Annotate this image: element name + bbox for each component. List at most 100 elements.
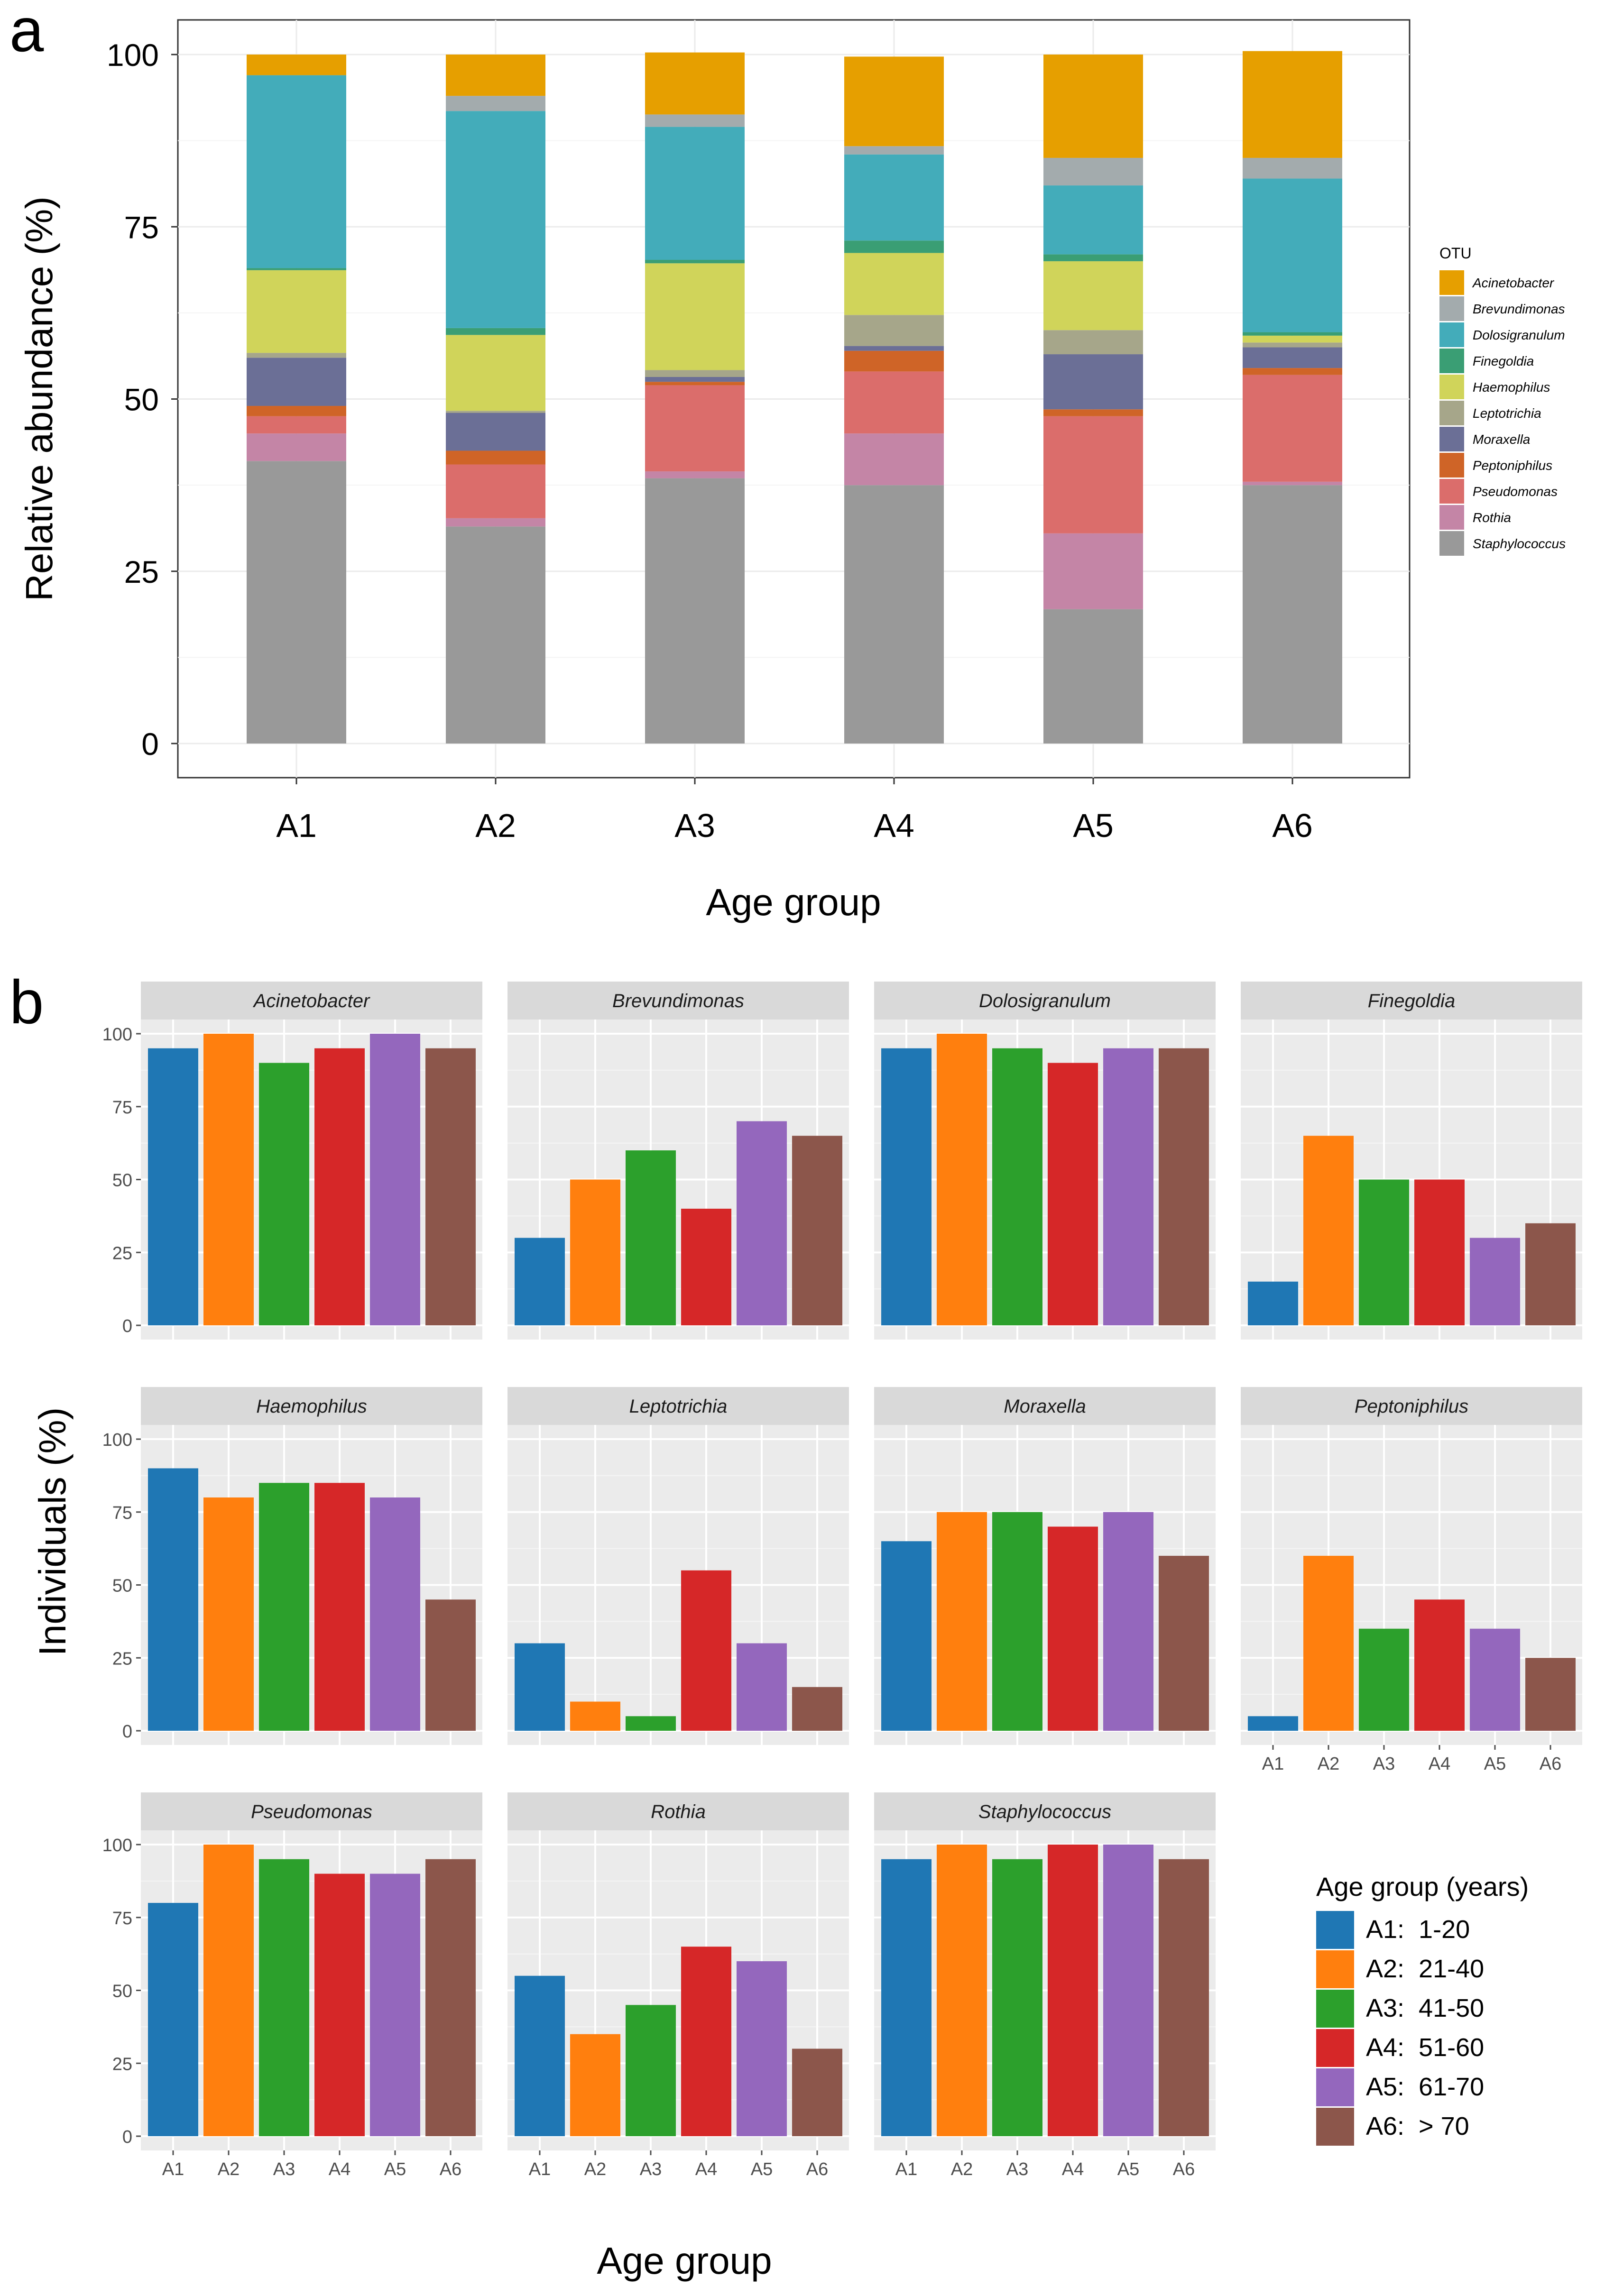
bar-segment-pseudomonas — [446, 464, 545, 518]
bar-a3 — [259, 1063, 309, 1325]
facet-strip — [874, 1387, 1216, 1425]
bar-a6 — [425, 1048, 476, 1325]
x-tick-label: A6 — [1173, 2159, 1195, 2179]
x-tick-label: A2 — [584, 2159, 606, 2179]
y-tick-label: 100 — [107, 37, 159, 73]
bar-segment-peptoniphilus — [1243, 368, 1342, 375]
facet-peptoniphilus: Peptoniphilus A1 A2 A3 A4 A5 A6 — [1241, 1387, 1582, 1774]
bar-segment-pseudomonas — [247, 416, 346, 434]
y-tick-label: 50 — [124, 382, 159, 417]
bar-segment-dolosigranulum — [1243, 178, 1342, 332]
facet-strip — [507, 1387, 849, 1425]
bar-segment-leptotrichia — [446, 411, 545, 413]
bar-segment-dolosigranulum — [446, 111, 545, 328]
bar-segment-dolosigranulum — [1043, 185, 1143, 255]
bar-a2 — [937, 1845, 987, 2136]
panel-b-x-axis-title: Age group — [597, 2240, 772, 2282]
bar-a1 — [515, 1643, 565, 1731]
legend-swatch — [1439, 349, 1464, 373]
bar-a4 — [1048, 1063, 1098, 1325]
y-tick-label: 25 — [112, 2054, 132, 2074]
x-tick-label: A2 — [475, 807, 516, 844]
bar-segment-acinetobacter — [1243, 51, 1342, 158]
bar-a3 — [1359, 1628, 1409, 1731]
bar-segment-peptoniphilus — [645, 382, 745, 386]
bar-segment-staphylococcus — [645, 478, 745, 744]
legend-label: Acinetobacter — [1472, 276, 1555, 290]
bar-a4 — [1414, 1179, 1465, 1325]
x-tick-label: A4 — [695, 2159, 717, 2179]
facet-pseudomonas: Pseudomonas 0 25 50 75 100 A1 A2 A3 A4 A5 A6 — [102, 1792, 482, 2179]
bar-segment-dolosigranulum — [247, 75, 346, 268]
legend-label: A2: 21-40 — [1366, 1955, 1484, 1983]
facet-strip-label: Acinetobacter — [253, 991, 370, 1011]
bar-a1 — [515, 1238, 565, 1325]
bar-a3 — [1359, 1179, 1409, 1325]
y-tick-label: 0 — [141, 726, 159, 762]
bar-segment-haemophilus — [844, 253, 944, 315]
bar-segment-rothia — [645, 471, 745, 478]
bar-a5 — [1103, 1845, 1153, 2136]
bar-segment-finegoldia — [1043, 254, 1143, 261]
facet-strip-label: Haemophilus — [256, 1396, 367, 1417]
x-tick-label: A1 — [276, 807, 317, 844]
y-tick-label: 50 — [112, 1576, 132, 1596]
bar-a4 — [314, 1048, 365, 1325]
y-tick-label: 25 — [112, 1243, 132, 1263]
bar-segment-haemophilus — [1243, 335, 1342, 343]
bar-segment-leptotrichia — [247, 353, 346, 358]
facet-strip-label: Brevundimonas — [612, 991, 744, 1011]
legend-swatch — [1316, 2068, 1354, 2106]
bar-segment-rothia — [446, 518, 545, 527]
bar-segment-acinetobacter — [247, 55, 346, 75]
facet-strip-label: Dolosigranulum — [979, 991, 1111, 1011]
facet-haemophilus: Haemophilus 0 25 50 75 100 — [102, 1387, 482, 1745]
x-tick-label: A3 — [1373, 1754, 1395, 1774]
legend-swatch — [1439, 531, 1464, 556]
bar-a3 — [259, 1483, 309, 1731]
legend-swatch — [1316, 1990, 1354, 2028]
y-tick-label: 75 — [112, 1098, 132, 1118]
bar-segment-rothia — [1043, 533, 1143, 609]
legend-label: Finegoldia — [1473, 354, 1534, 368]
y-tick-label: 0 — [122, 2127, 132, 2147]
bar-a6 — [1159, 1048, 1209, 1325]
x-tick-label: A5 — [384, 2159, 406, 2179]
facet-strip — [141, 982, 482, 1019]
bar-segment-finegoldia — [844, 240, 944, 253]
facet-strip — [141, 1387, 482, 1425]
facet-strip — [1241, 982, 1582, 1019]
bar-a5 — [1470, 1628, 1520, 1731]
bar-a1 — [1248, 1716, 1298, 1731]
bar-a4 — [681, 1209, 731, 1325]
legend-swatch — [1439, 322, 1464, 347]
legend-label: Dolosigranulum — [1473, 328, 1565, 342]
facet-strip-label: Pseudomonas — [251, 1801, 372, 1822]
x-tick-label: A4 — [329, 2159, 350, 2179]
y-tick-label: 50 — [112, 1171, 132, 1191]
x-tick-label: A1 — [895, 2159, 917, 2179]
bar-a1 — [881, 1859, 932, 2136]
panel-b-legend-title: Age group (years) — [1316, 1872, 1529, 1901]
x-tick-label: A3 — [1006, 2159, 1028, 2179]
legend-swatch — [1316, 2108, 1354, 2146]
y-tick-label: 100 — [102, 1430, 132, 1450]
bar-a6 — [792, 2048, 842, 2136]
bar-segment-brevundimonas — [844, 146, 944, 155]
facet-acinetobacter: Acinetobacter 0 25 50 75 100 — [102, 982, 482, 1340]
facet-strip-label: Rothia — [651, 1801, 706, 1822]
legend-label: Leptotrichia — [1473, 406, 1541, 421]
facet-strip — [874, 1792, 1216, 1830]
legend-swatch — [1439, 375, 1464, 399]
bar-a5 — [1470, 1238, 1520, 1325]
bar-a5 — [737, 1643, 787, 1731]
panel-b-chart: Acinetobacter 0 25 50 75 100 Brevundimonas Dolo… — [31, 982, 1582, 2282]
bar-segment-finegoldia — [247, 268, 346, 270]
bar-a4 — [1048, 1845, 1098, 2136]
bar-a5 — [370, 1497, 420, 1731]
bar-segment-peptoniphilus — [844, 350, 944, 372]
bar-a4 — [314, 1874, 365, 2136]
bar-segment-pseudomonas — [1043, 416, 1143, 533]
bar-segment-rothia — [844, 433, 944, 486]
bar-a2 — [203, 1034, 254, 1325]
